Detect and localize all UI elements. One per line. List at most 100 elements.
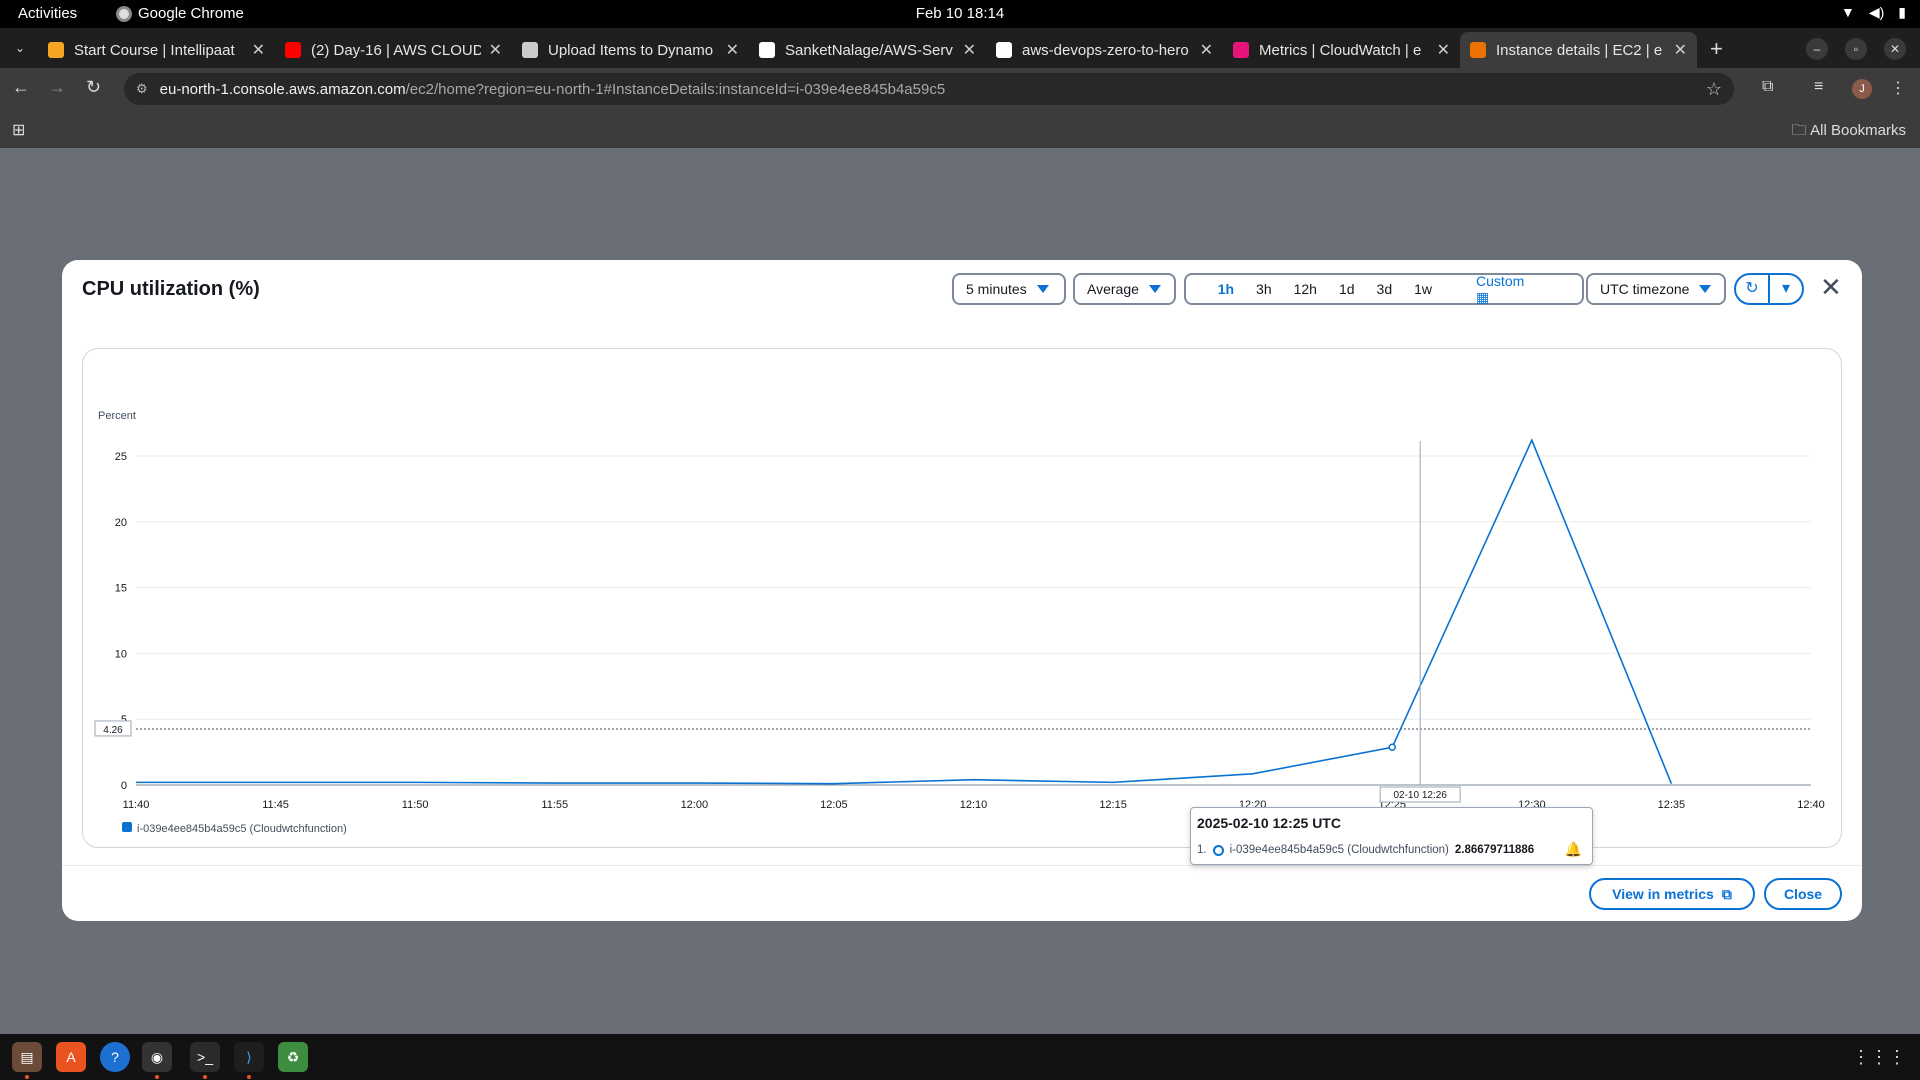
vscode-icon[interactable]: ⟩ — [234, 1042, 264, 1079]
trash-icon[interactable]: ♻ — [278, 1042, 308, 1072]
statistic-select[interactable]: Average — [1073, 273, 1176, 305]
period-select[interactable]: 5 minutes — [952, 273, 1066, 305]
app-name: Google Chrome — [138, 5, 244, 22]
close-window-button[interactable]: ✕ — [1884, 38, 1906, 60]
external-link-icon: ⧉ — [1721, 885, 1732, 902]
all-bookmarks-label: All Bookmarks — [1810, 122, 1906, 139]
app-menu[interactable]: Google Chrome — [116, 5, 244, 22]
calendar-icon: ▦ — [1476, 288, 1490, 305]
close-tab-icon[interactable]: ✕ — [962, 42, 976, 59]
browser-tab[interactable]: Upload Items to Dynamo ✕ — [512, 32, 749, 68]
restore-button[interactable]: ▫ — [1845, 38, 1867, 60]
close-tab-icon[interactable]: ✕ — [1673, 42, 1687, 59]
forward-arrow-icon[interactable]: → — [48, 77, 66, 97]
range-3h-button[interactable]: 3h — [1256, 281, 1272, 297]
terminal-icon[interactable]: >_ — [190, 1042, 220, 1079]
chrome-menu-icon[interactable]: ⋮ — [1890, 80, 1906, 97]
browser-tab[interactable]: Instance details | EC2 | e ✕ — [1460, 32, 1697, 68]
period-value: 5 minutes — [966, 281, 1027, 297]
tab-label: aws-devops-zero-to-hero — [1022, 41, 1189, 59]
openai-icon — [522, 42, 538, 58]
github-icon — [759, 42, 775, 58]
app-center-icon[interactable]: A — [56, 1042, 86, 1072]
range-1d-button[interactable]: 1d — [1338, 281, 1355, 297]
reload-icon[interactable]: ↻ — [86, 77, 102, 97]
profile-avatar[interactable]: J — [1852, 79, 1872, 99]
system-tray[interactable]: ▼ ◀) ▮ — [1841, 4, 1906, 21]
browser-tab[interactable]: (2) Day-16 | AWS CLOUD ✕ — [275, 32, 512, 68]
url-host: eu-north-1.console.aws.amazon.com — [159, 80, 406, 98]
tooltip-row: 1. i-039e4ee845b4a59c5 (Cloudwtchfunctio… — [1197, 844, 1534, 856]
media-controls-icon[interactable]: ≡ — [1814, 78, 1824, 95]
bell-icon[interactable]: 🔔 — [1564, 841, 1582, 857]
battery-icon: ▮ — [1898, 4, 1906, 20]
range-12h-button[interactable]: 12h — [1293, 281, 1317, 297]
range-1w-button[interactable]: 1w — [1414, 281, 1433, 297]
timezone-select[interactable]: UTC timezone — [1586, 273, 1726, 305]
modal-title: CPU utilization (%) — [82, 278, 260, 300]
extensions-icon[interactable]: ⧉ — [1762, 78, 1774, 95]
refresh-options-caret-icon[interactable]: ▾ — [1781, 280, 1791, 297]
github-icon — [996, 42, 1012, 58]
activities-button[interactable]: Activities — [18, 5, 78, 22]
close-tab-icon[interactable]: ✕ — [1199, 42, 1213, 59]
refresh-icon[interactable]: ↻ — [1745, 280, 1759, 297]
browser-tab[interactable]: SanketNalage/AWS-Serv ✕ — [749, 32, 986, 68]
close-tab-icon[interactable]: ✕ — [251, 42, 265, 59]
close-tab-icon[interactable]: ✕ — [1436, 42, 1450, 59]
view-in-metrics-label: View in metrics — [1612, 886, 1714, 902]
range-3d-button[interactable]: 3d — [1376, 281, 1393, 297]
bookmarks-bar: ⊞ 🗀 All Bookmarks — [0, 110, 1920, 148]
minimize-button[interactable]: – — [1806, 38, 1828, 60]
caret-down-icon — [1148, 285, 1161, 293]
close-button[interactable]: Close — [1764, 878, 1842, 910]
bookmark-star-icon[interactable]: ☆ — [1705, 79, 1722, 99]
close-label: Close — [1783, 886, 1823, 902]
tab-label: Start Course | Intellipaat — [74, 41, 235, 59]
ec2-icon — [1470, 42, 1486, 58]
range-1h-button[interactable]: 1h — [1217, 281, 1235, 297]
site-info-icon[interactable]: ⚙ — [136, 81, 148, 96]
tab-label: Metrics | CloudWatch | e — [1259, 41, 1422, 59]
new-tab-button[interactable]: + — [1710, 36, 1723, 61]
custom-range-button[interactable]: Custom ▦ — [1454, 273, 1582, 306]
browser-toolbar: ← → ↻ ⚙ eu-north-1.console.aws.amazon.co… — [0, 68, 1920, 110]
show-apps-grid-icon[interactable]: ⋮⋮⋮ — [1852, 1047, 1906, 1067]
all-bookmarks-button[interactable]: 🗀 All Bookmarks — [1792, 120, 1906, 145]
help-icon[interactable]: ? — [100, 1042, 130, 1072]
tab-label: Upload Items to Dynamo — [548, 41, 714, 59]
statistic-value: Average — [1087, 281, 1139, 297]
browser-tab[interactable]: Metrics | CloudWatch | e ✕ — [1223, 32, 1460, 68]
cloudwatch-icon — [1233, 42, 1249, 58]
tab-label: Instance details | EC2 | e — [1496, 41, 1663, 59]
intellipaat-icon — [48, 42, 64, 58]
close-icon[interactable]: ✕ — [1820, 272, 1842, 302]
files-icon[interactable]: ▤ — [12, 1042, 42, 1079]
custom-label: Custom — [1476, 272, 1525, 289]
series-marker-icon — [1212, 844, 1224, 856]
tab-search-chevron-icon[interactable]: ⌄ — [14, 41, 26, 55]
tooltip-title: 2025-02-10 12:25 UTC — [1197, 815, 1341, 831]
close-tab-icon[interactable]: ✕ — [725, 42, 739, 59]
dock: ▤ A ? ◉ >_ ⟩ ♻ ⋮⋮⋮ — [0, 1034, 1920, 1080]
chrome-icon — [116, 5, 132, 22]
close-tab-icon[interactable]: ✕ — [488, 42, 502, 59]
address-bar[interactable]: ⚙ eu-north-1.console.aws.amazon.com /ec2… — [124, 73, 1734, 105]
tooltip-series: i-039e4ee845b4a59c5 (Cloudwtchfunction) — [1229, 844, 1449, 856]
volume-icon: ◀) — [1868, 4, 1885, 20]
caret-down-icon — [1699, 285, 1712, 293]
tooltip-value: 2.86679711886 — [1454, 844, 1535, 856]
view-in-metrics-button[interactable]: View in metrics ⧉ — [1589, 878, 1755, 910]
clock[interactable]: Feb 10 18:14 — [915, 5, 1005, 22]
caret-down-icon — [1036, 285, 1049, 293]
browser-tab[interactable]: aws-devops-zero-to-hero ✕ — [986, 32, 1223, 68]
system-top-bar: Activities Google Chrome Feb 10 18:14 ▼ … — [0, 0, 1920, 28]
refresh-split-button: ↻ ▾ — [1734, 273, 1804, 305]
chrome-dock-icon[interactable]: ◉ — [142, 1042, 172, 1079]
back-arrow-icon[interactable]: ← — [12, 77, 30, 97]
apps-grid-icon[interactable]: ⊞ — [12, 122, 26, 139]
chart-container — [82, 348, 1842, 848]
hover-tooltip: 2025-02-10 12:25 UTC 1. i-039e4ee845b4a5… — [1190, 807, 1593, 865]
browser-tab[interactable]: Start Course | Intellipaat ✕ — [38, 32, 275, 68]
folder-icon: 🗀 — [1791, 122, 1811, 139]
